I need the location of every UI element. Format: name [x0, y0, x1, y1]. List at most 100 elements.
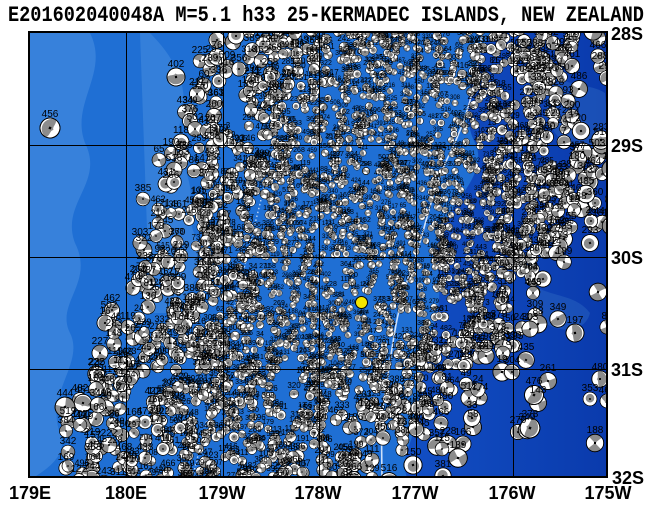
svg-text:517: 517 — [526, 44, 543, 55]
svg-text:97: 97 — [433, 278, 440, 284]
svg-text:26: 26 — [442, 259, 450, 266]
svg-text:302: 302 — [412, 159, 423, 165]
svg-text:370: 370 — [457, 143, 468, 149]
svg-text:332: 332 — [361, 322, 372, 328]
svg-text:171: 171 — [322, 221, 333, 227]
svg-text:152: 152 — [336, 373, 348, 380]
svg-text:374: 374 — [297, 221, 308, 227]
svg-text:402: 402 — [168, 59, 185, 70]
svg-text:489: 489 — [431, 47, 442, 53]
svg-text:291: 291 — [377, 338, 391, 347]
svg-text:292: 292 — [493, 201, 505, 208]
svg-text:517: 517 — [388, 204, 399, 210]
svg-text:221: 221 — [374, 132, 385, 138]
svg-text:138: 138 — [163, 199, 178, 209]
svg-text:171: 171 — [402, 66, 413, 72]
svg-text:163: 163 — [466, 199, 477, 205]
svg-text:366: 366 — [457, 33, 469, 37]
svg-text:352: 352 — [209, 369, 223, 378]
svg-text:446: 446 — [240, 340, 252, 347]
svg-text:358: 358 — [304, 35, 319, 45]
svg-text:106: 106 — [430, 86, 441, 92]
svg-text:448: 448 — [525, 277, 542, 288]
svg-text:219: 219 — [603, 151, 608, 162]
svg-text:240: 240 — [194, 292, 209, 302]
svg-text:376: 376 — [322, 203, 333, 209]
svg-text:5: 5 — [445, 93, 449, 99]
svg-text:451: 451 — [184, 195, 199, 205]
svg-text:28: 28 — [366, 341, 375, 350]
svg-text:66: 66 — [304, 401, 313, 410]
svg-text:342: 342 — [522, 62, 537, 72]
svg-text:450: 450 — [375, 422, 392, 433]
svg-text:467: 467 — [395, 58, 406, 64]
svg-text:118: 118 — [437, 270, 448, 277]
svg-text:520: 520 — [449, 161, 461, 168]
svg-text:63: 63 — [278, 228, 285, 234]
svg-text:120: 120 — [295, 348, 307, 355]
svg-text:511: 511 — [428, 175, 439, 182]
svg-text:278: 278 — [262, 85, 277, 95]
svg-text:166: 166 — [255, 272, 267, 279]
svg-text:106: 106 — [206, 181, 220, 190]
svg-text:44: 44 — [435, 363, 445, 373]
svg-text:502: 502 — [261, 122, 275, 131]
svg-text:219: 219 — [149, 321, 164, 331]
svg-text:341: 341 — [367, 124, 378, 130]
svg-text:236: 236 — [412, 346, 427, 356]
svg-text:478: 478 — [222, 218, 236, 227]
svg-text:90: 90 — [243, 466, 251, 473]
svg-text:203: 203 — [294, 206, 305, 212]
svg-text:19: 19 — [568, 194, 580, 205]
svg-text:413: 413 — [232, 409, 244, 416]
svg-text:6: 6 — [346, 327, 350, 333]
svg-text:457: 457 — [463, 261, 475, 268]
svg-text:208: 208 — [301, 335, 312, 341]
svg-text:429: 429 — [272, 192, 283, 198]
svg-text:121: 121 — [493, 33, 508, 40]
svg-text:68: 68 — [606, 183, 608, 194]
svg-text:7: 7 — [561, 126, 567, 137]
svg-text:335: 335 — [332, 292, 344, 299]
svg-text:290: 290 — [599, 61, 608, 72]
svg-text:233: 233 — [336, 313, 347, 319]
svg-text:13: 13 — [488, 118, 497, 127]
svg-text:406: 406 — [280, 260, 291, 266]
svg-text:505: 505 — [542, 194, 556, 203]
svg-text:313: 313 — [234, 295, 248, 304]
svg-text:86: 86 — [188, 155, 200, 166]
svg-text:178: 178 — [150, 414, 167, 425]
svg-text:118: 118 — [173, 125, 189, 136]
svg-text:516: 516 — [381, 463, 398, 474]
svg-text:516: 516 — [127, 467, 141, 476]
svg-text:332: 332 — [400, 92, 411, 98]
svg-text:96: 96 — [273, 163, 282, 172]
svg-text:165: 165 — [462, 280, 476, 289]
svg-text:36: 36 — [408, 235, 415, 241]
svg-text:240: 240 — [409, 170, 420, 176]
svg-text:104: 104 — [88, 373, 105, 384]
svg-text:278: 278 — [495, 337, 512, 348]
svg-text:186: 186 — [347, 412, 364, 423]
svg-text:444: 444 — [242, 387, 256, 396]
svg-text:500: 500 — [154, 345, 169, 355]
svg-text:43: 43 — [245, 215, 254, 224]
svg-text:149: 149 — [391, 269, 402, 275]
svg-text:387: 387 — [561, 159, 578, 170]
svg-text:468: 468 — [288, 338, 300, 345]
svg-text:297: 297 — [127, 420, 141, 429]
svg-text:505: 505 — [307, 47, 319, 54]
svg-text:223: 223 — [304, 386, 316, 393]
svg-text:511: 511 — [237, 272, 250, 281]
svg-text:44: 44 — [497, 285, 507, 295]
svg-text:11: 11 — [351, 81, 358, 88]
svg-text:376: 376 — [184, 331, 199, 341]
svg-text:353: 353 — [381, 157, 393, 164]
svg-text:227: 227 — [433, 39, 445, 46]
svg-text:361: 361 — [214, 421, 228, 430]
svg-text:228: 228 — [325, 281, 337, 288]
svg-text:378: 378 — [522, 409, 539, 420]
svg-text:336: 336 — [396, 33, 408, 40]
svg-text:227: 227 — [494, 213, 506, 220]
svg-text:60: 60 — [248, 374, 256, 381]
